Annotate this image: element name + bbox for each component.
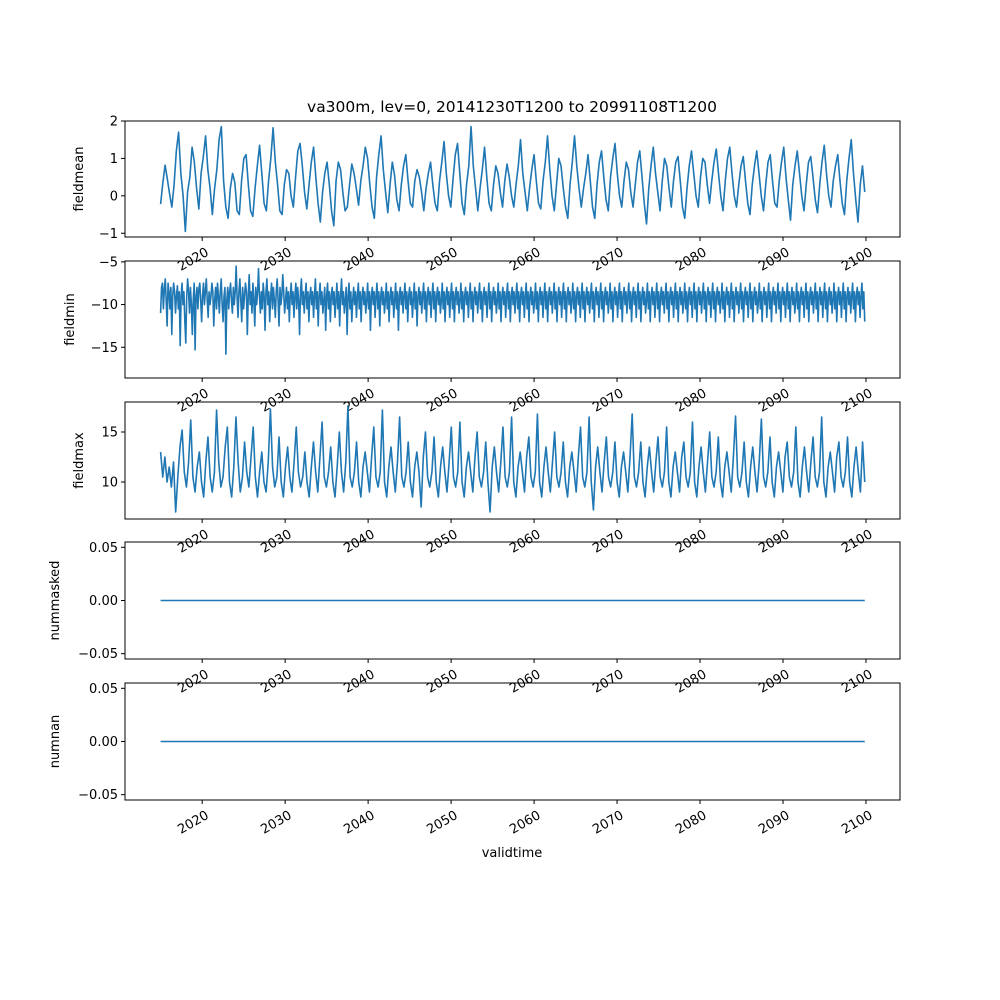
y-tick-label: 0 bbox=[110, 189, 118, 204]
x-axis-label: validtime bbox=[482, 846, 543, 861]
axes-frame bbox=[124, 401, 901, 520]
y-tick-label: −10 bbox=[91, 298, 118, 313]
y-tick-label: −5 bbox=[99, 255, 118, 270]
y-tick-label: 1 bbox=[110, 152, 118, 167]
y-axis-label: fieldmin bbox=[63, 293, 78, 346]
y-tick-label: 0.05 bbox=[89, 541, 118, 556]
series-line-fieldmean bbox=[159, 125, 866, 233]
y-tick-label: −0.05 bbox=[78, 647, 118, 662]
y-axis-label: fieldmax bbox=[72, 432, 87, 489]
y-tick-label: 10 bbox=[101, 476, 118, 491]
y-tick-label: 0.00 bbox=[89, 735, 118, 750]
axes-frame bbox=[124, 260, 901, 379]
y-axis-label: fieldmean bbox=[72, 147, 87, 212]
chart-title: va300m, lev=0, 20141230T1200 to 20991108… bbox=[307, 98, 717, 116]
series-line-fieldmax bbox=[159, 405, 866, 513]
axes-frame bbox=[124, 120, 901, 238]
y-tick-label: 2 bbox=[110, 115, 118, 130]
series-line-fieldmin bbox=[159, 265, 866, 355]
y-tick-label: −1 bbox=[99, 227, 118, 242]
y-axis-label: numnan bbox=[48, 715, 63, 769]
y-axis-label: nummasked bbox=[48, 561, 63, 641]
y-tick-label: −15 bbox=[91, 341, 118, 356]
y-tick-label: −0.05 bbox=[78, 788, 118, 803]
y-tick-label: 0.00 bbox=[89, 594, 118, 609]
y-tick-label: 15 bbox=[101, 426, 118, 441]
y-tick-label: 0.05 bbox=[89, 682, 118, 697]
